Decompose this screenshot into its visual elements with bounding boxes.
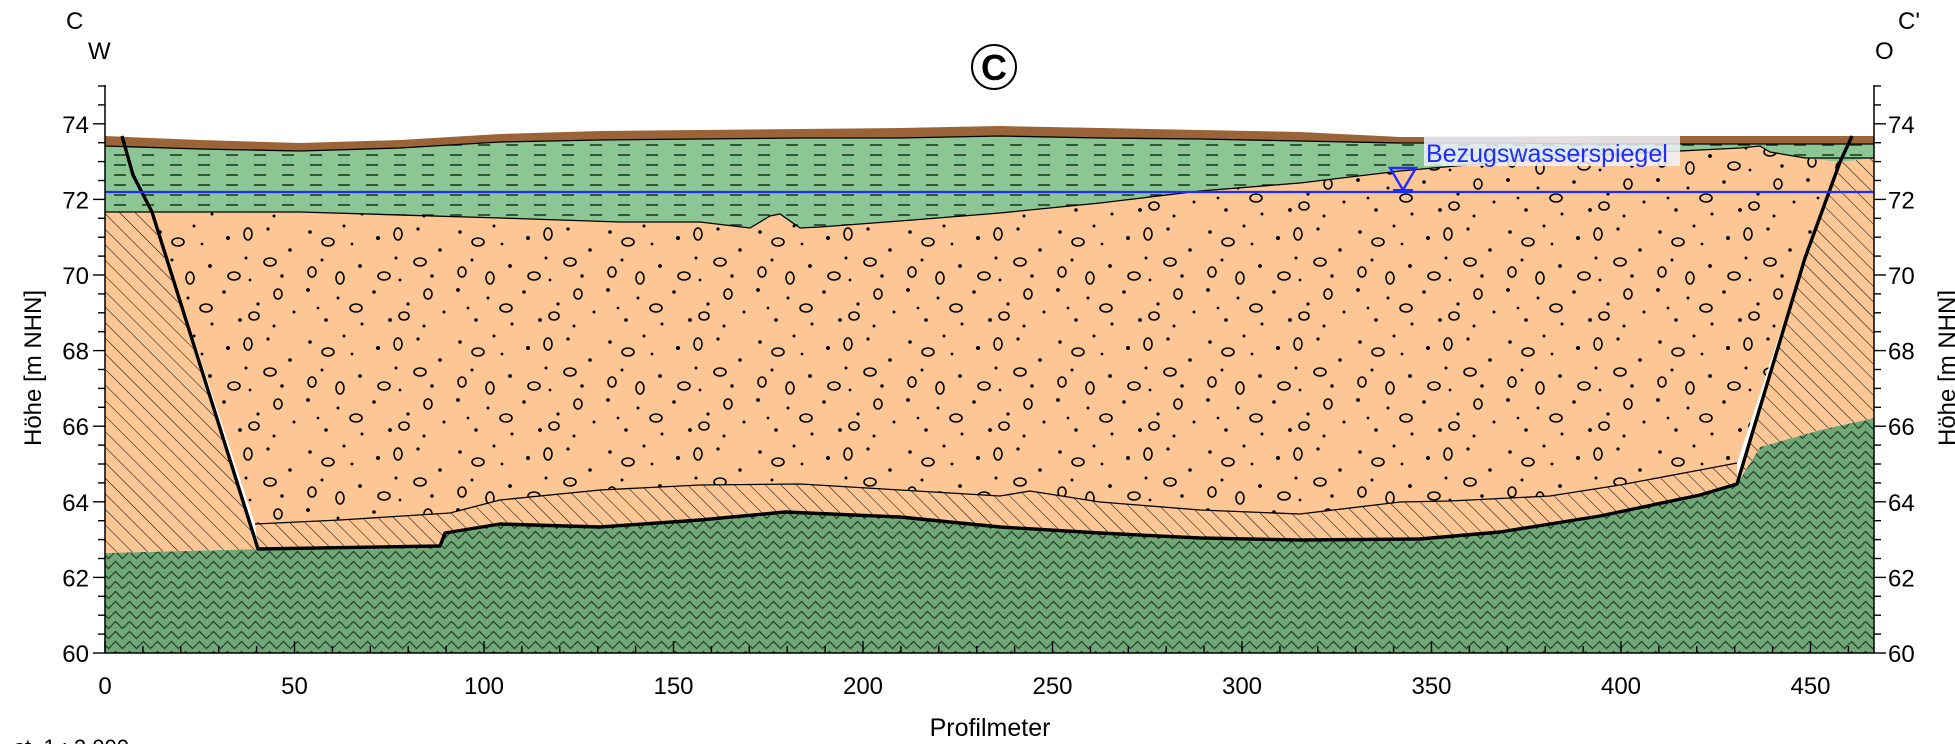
x-tick-label-200: 200 <box>843 673 883 700</box>
axis-ticks <box>93 85 1886 654</box>
x-tick-label-0: 0 <box>98 673 111 700</box>
x-tick-label-50: 50 <box>281 673 308 700</box>
y-tick-label-right-70: 70 <box>1888 263 1915 290</box>
section-badge: C <box>971 44 1017 90</box>
x-tick-label-250: 250 <box>1032 673 1072 700</box>
corner-label-left-bottom: W <box>88 38 111 65</box>
y-tick-label-left-68: 68 <box>62 339 89 366</box>
axis-tick-labels: 0 50 100 150 200 250 300 350 400 450 60 60 62 62 64 64 6… <box>62 112 1914 700</box>
y-tick-label-right-62: 62 <box>1888 565 1915 592</box>
x-tick-label-350: 350 <box>1411 673 1451 700</box>
y-tick-label-left-66: 66 <box>62 414 89 441</box>
water-level-label-bg <box>1424 136 1680 166</box>
y-tick-label-left-74: 74 <box>62 112 89 139</box>
water-level-label: Bezugswasserspiegel <box>1426 140 1668 168</box>
corner-label-right-bottom: O <box>1875 38 1894 65</box>
excavation-outline <box>120 135 1854 551</box>
y-tick-label-right-68: 68 <box>1888 339 1915 366</box>
y-axis-title-right: Höhe [m NHN] <box>1934 290 1955 446</box>
corner-label-right-top: C' <box>1898 8 1920 35</box>
y-axis-title-left: Höhe [m NHN] <box>20 290 47 446</box>
y-tick-label-left-72: 72 <box>62 187 89 214</box>
y-tick-label-right-60: 60 <box>1888 641 1915 668</box>
y-tick-label-right-74: 74 <box>1888 112 1915 139</box>
x-tick-label-100: 100 <box>464 673 504 700</box>
x-tick-label-150: 150 <box>653 673 693 700</box>
layer-hatched-sand <box>105 158 1874 553</box>
water-level-marker-icon <box>1387 166 1419 193</box>
x-axis-title: Profilmeter <box>930 714 1051 742</box>
y-tick-label-left-70: 70 <box>62 263 89 290</box>
y-tick-label-right-72: 72 <box>1888 187 1915 214</box>
scale-note: st. 1 : 2.000 <box>14 735 129 744</box>
x-tick-label-300: 300 <box>1222 673 1262 700</box>
x-tick-label-450: 450 <box>1790 673 1830 700</box>
y-tick-label-right-66: 66 <box>1888 414 1915 441</box>
y-tick-label-left-64: 64 <box>62 490 89 517</box>
layer-gravel-sand <box>152 146 1840 524</box>
corner-label-left-top: C <box>66 8 84 35</box>
y-tick-label-left-62: 62 <box>62 565 89 592</box>
section-badge-label: C <box>981 47 1007 88</box>
y-tick-label-left-60: 60 <box>62 641 89 668</box>
layer-bedrock <box>105 418 1874 653</box>
water-level: Bezugswasserspiegel <box>105 136 1874 194</box>
x-tick-label-400: 400 <box>1601 673 1641 700</box>
y-tick-label-right-64: 64 <box>1888 490 1915 517</box>
